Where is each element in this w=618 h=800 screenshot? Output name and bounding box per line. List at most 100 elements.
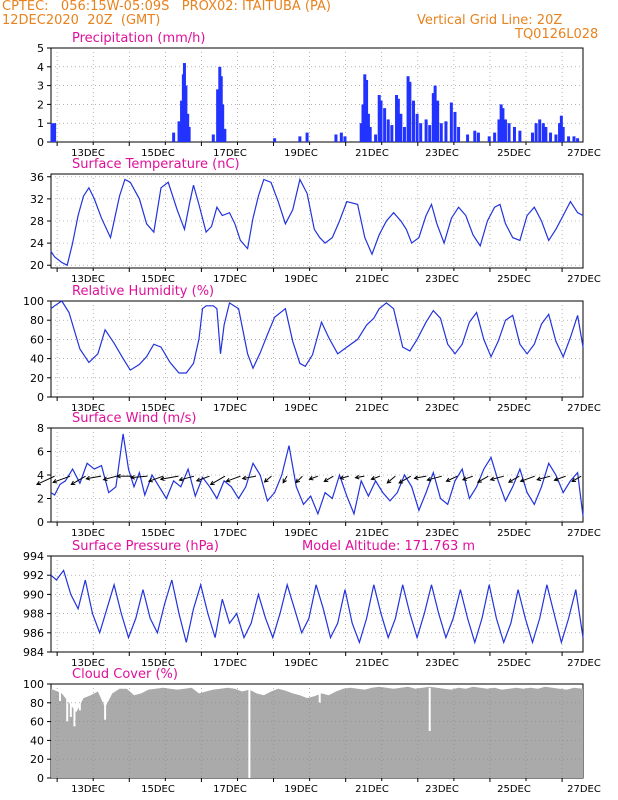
precip-bar (399, 113, 403, 142)
wind-arrow (179, 475, 195, 481)
precip-bar (366, 113, 370, 142)
header-date: 12DEC2020 20Z (GMT) (2, 13, 161, 28)
wind-arrow (103, 475, 117, 481)
x-tick-label: 21DEC (355, 658, 389, 669)
precip-bar (558, 123, 562, 142)
precip-bar (395, 95, 399, 142)
y-tick-label: 2 (37, 493, 44, 506)
wind-arrow-head (178, 476, 184, 482)
wind-arrow-head (354, 474, 360, 480)
wind-arrow-head (195, 477, 201, 482)
x-tick-label: 19DEC (284, 528, 318, 539)
wind-arrow (414, 475, 427, 479)
precip-bar (499, 104, 503, 142)
precip-bar (424, 119, 428, 142)
x-tick-label: 17DEC (213, 274, 247, 285)
precip-bar (449, 102, 453, 142)
x-tick-label: 15DEC (141, 784, 175, 795)
x-tick-label: 23DEC (425, 528, 459, 539)
y-tick-label: 80 (30, 697, 44, 710)
precip-bar (493, 132, 497, 142)
wind-arrow-head (489, 476, 495, 482)
precip-bar (503, 119, 507, 142)
precip-bar (487, 136, 491, 142)
precip-bar (534, 123, 538, 142)
precip-bar (497, 119, 501, 142)
x-tick-label: 25DEC (497, 403, 531, 414)
precip-bar (359, 123, 363, 142)
x-tick-label: 25DEC (497, 784, 531, 795)
x-tick-label: 17DEC (213, 658, 247, 669)
precip-bar (501, 108, 505, 142)
x-tick-label: 27DEC (567, 403, 601, 414)
wind-arrow (371, 475, 381, 480)
precip-bar (576, 138, 580, 142)
y-tick-label: 2 (37, 98, 44, 111)
panel-title: Relative Humidity (%) (72, 284, 214, 299)
precip-bar (211, 134, 215, 142)
wind-arrow-head (241, 475, 247, 481)
panel-title: Surface Temperature (nC) (72, 157, 240, 172)
precip-bar (180, 100, 184, 142)
precip-bar (383, 108, 387, 142)
precip-bar (415, 113, 419, 142)
precip-bar (457, 126, 461, 142)
precip-bar (390, 125, 394, 142)
precip-bar (431, 93, 435, 142)
wind-arrow (340, 475, 350, 479)
x-tick-label: 17DEC (213, 784, 247, 795)
y-tick-label: 0 (37, 772, 44, 785)
x-tick-label: 17DEC (213, 528, 247, 539)
wind-arrow (508, 475, 520, 483)
wind-arrow (398, 475, 412, 484)
panel-frame (50, 300, 584, 398)
precip-bar (334, 134, 338, 142)
precip-bar (439, 123, 443, 142)
precip-bar (572, 136, 576, 142)
precip-bar (408, 81, 412, 142)
precip-bar (559, 115, 563, 142)
wind-arrow-head (426, 476, 432, 482)
wind-arrow-head (52, 478, 58, 484)
y-tick-label: 32 (30, 193, 44, 206)
wind-arrow-head (85, 475, 91, 481)
wind-arrow (131, 475, 148, 479)
wind-arrow-head (308, 475, 314, 481)
x-tick-label: 13DEC (71, 148, 105, 159)
wind-arrow (537, 475, 551, 481)
y-tick-label: 20 (30, 753, 44, 766)
wind-arrow-head (386, 479, 392, 484)
x-tick-label: 15DEC (141, 658, 175, 669)
panel-title: Precipitation (mm/h) (72, 31, 205, 46)
x-tick-label: 19DEC (284, 403, 318, 414)
wind-arrow (71, 475, 86, 485)
y-tick-label: 28 (30, 215, 44, 228)
x-tick-label: 21DEC (355, 148, 389, 159)
series-line (50, 569, 584, 645)
series-line (50, 300, 584, 374)
wind-arrow-head (536, 476, 542, 482)
x-tick-label: 23DEC (425, 784, 459, 795)
precip-bar (50, 123, 54, 142)
wind-arrow (355, 475, 365, 479)
wind-arrow (196, 475, 210, 482)
wind-arrow-head (225, 477, 231, 483)
x-tick-label: 21DEC (355, 403, 389, 414)
y-tick-label: 100 (23, 295, 44, 308)
wind-arrow-head (295, 478, 301, 484)
precip-bar (339, 132, 343, 142)
y-tick-label: 4 (37, 61, 44, 74)
precip-bar (444, 121, 448, 142)
x-tick-label: 15DEC (141, 528, 175, 539)
wind-arrow (148, 475, 164, 482)
precip-bar (377, 95, 381, 142)
precip-bar (538, 119, 542, 142)
y-tick-label: 40 (30, 353, 44, 366)
x-tick-label: 25DEC (497, 274, 531, 285)
precip-bar (223, 128, 227, 142)
wind-arrow (446, 475, 458, 482)
precip-bar (433, 85, 437, 142)
x-tick-label: 13DEC (71, 784, 105, 795)
x-tick-label: 17DEC (213, 403, 247, 414)
precip-bar (419, 123, 423, 142)
